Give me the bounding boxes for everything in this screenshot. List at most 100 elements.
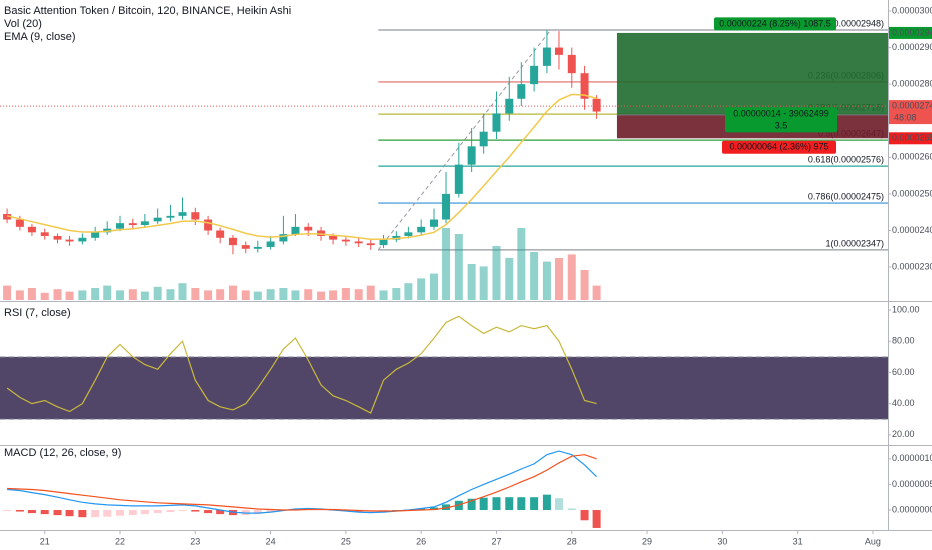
histogram-bar — [103, 510, 112, 517]
macd-title: MACD (12, 26, close, 9) — [4, 447, 121, 459]
volume-bar — [27, 288, 36, 300]
signal-line — [7, 454, 597, 512]
candle-body — [266, 241, 275, 247]
x-tick-label: 22 — [115, 536, 125, 546]
x-tick-label: 28 — [567, 536, 577, 546]
y-tick-label: 0.00002500 — [892, 188, 932, 198]
volume-bar — [204, 290, 213, 300]
candle-body — [366, 243, 375, 246]
macd-line — [7, 450, 598, 514]
y-tick-label: 60.00 — [892, 367, 915, 377]
volume-bar — [492, 246, 501, 300]
candle-body — [3, 214, 12, 220]
candle-body — [304, 226, 313, 231]
histogram-bar — [3, 510, 12, 512]
y-tick-label: 0.00002900 — [892, 42, 932, 52]
volume-bar — [329, 290, 338, 300]
volume-bar — [3, 285, 12, 300]
volume-bar — [517, 228, 526, 300]
y-tick-label: 0.00000100 — [892, 453, 932, 463]
fib-trend — [377, 29, 552, 251]
y-tick-label: 0.00003000 — [892, 5, 932, 15]
candle-body — [191, 212, 200, 220]
fib-label: 0(0.00002948) — [825, 18, 884, 28]
histogram-bar — [429, 507, 438, 511]
candle-body — [116, 223, 125, 229]
volume-bar — [429, 273, 438, 300]
histogram-bar — [567, 508, 576, 511]
histogram-bar — [216, 510, 225, 515]
volume-bar — [266, 289, 275, 300]
candle-body — [580, 73, 589, 99]
volume-bar — [253, 291, 262, 300]
candle-body — [442, 193, 451, 220]
entry-label: 3.5 — [775, 120, 788, 130]
y-tick-label: 40.00 — [892, 398, 915, 408]
rsi-title: RSI (7, close) — [4, 307, 71, 319]
volume-bar — [178, 283, 187, 300]
fib-label: 0.786(0.00002475) — [808, 191, 884, 201]
last-price-badge — [889, 100, 932, 125]
volume-bar — [241, 290, 250, 300]
histogram-bar — [530, 497, 539, 511]
candle-body — [228, 237, 237, 246]
volume-bar — [65, 291, 74, 300]
x-tick-label: Aug — [865, 536, 881, 546]
x-tick-label: 27 — [491, 536, 501, 546]
volume-bar — [279, 288, 288, 300]
candle-body — [128, 223, 137, 225]
histogram-bar — [442, 504, 451, 511]
price-badge-label: 0.00002940 — [892, 27, 932, 37]
volume-bar — [505, 258, 514, 300]
x-tick-label: 29 — [642, 536, 652, 546]
candle-body — [592, 98, 601, 112]
candle-body — [467, 146, 476, 165]
volume-bar — [116, 290, 125, 300]
histogram-bar — [580, 510, 589, 521]
volume-bar — [542, 261, 551, 300]
y-tick-label: 0.00000000 — [892, 504, 932, 514]
volume-bar — [392, 288, 401, 300]
histogram-bar — [517, 497, 526, 511]
candle-body — [78, 237, 87, 242]
candle-body — [554, 47, 563, 55]
histogram-bar — [392, 510, 401, 511]
histogram-bar — [554, 498, 563, 511]
fib-label: 0.618(0.00002576) — [808, 154, 884, 164]
candle-body — [329, 235, 338, 240]
stop-label-box — [722, 140, 836, 154]
candle-body — [241, 245, 250, 249]
candle-body — [429, 219, 438, 227]
volume-bar — [15, 290, 24, 300]
x-tick-label: 25 — [341, 536, 351, 546]
volume-bar — [592, 285, 601, 300]
candle-body — [204, 219, 213, 231]
candle-body — [91, 232, 100, 238]
candle-body — [517, 84, 526, 99]
histogram-bar — [40, 510, 49, 515]
candle-body — [216, 230, 225, 238]
volume-bar — [317, 291, 326, 300]
volume-bar — [216, 289, 225, 300]
candle-body — [178, 212, 187, 216]
rsi-line — [6, 315, 597, 414]
candle-body — [253, 246, 262, 249]
candle-body — [417, 226, 426, 233]
histogram-bar — [65, 510, 74, 517]
candle-body — [65, 239, 74, 242]
histogram-bar — [467, 498, 476, 511]
histogram-bar — [27, 510, 36, 514]
volume-bar — [554, 258, 563, 300]
candle-body — [27, 226, 36, 233]
x-tick-label: 30 — [717, 536, 727, 546]
candle-body — [40, 232, 49, 236]
volume-bar — [304, 289, 313, 300]
volume-bar — [567, 254, 576, 300]
candle-body — [279, 234, 288, 242]
last-price-label: 0.00002740 — [892, 100, 932, 110]
candle-body — [404, 232, 413, 236]
x-tick-label: 23 — [190, 536, 200, 546]
y-tick-label: 0.00002600 — [892, 152, 932, 162]
y-tick-label: 100.00 — [892, 304, 920, 314]
volume-bar — [417, 278, 426, 300]
